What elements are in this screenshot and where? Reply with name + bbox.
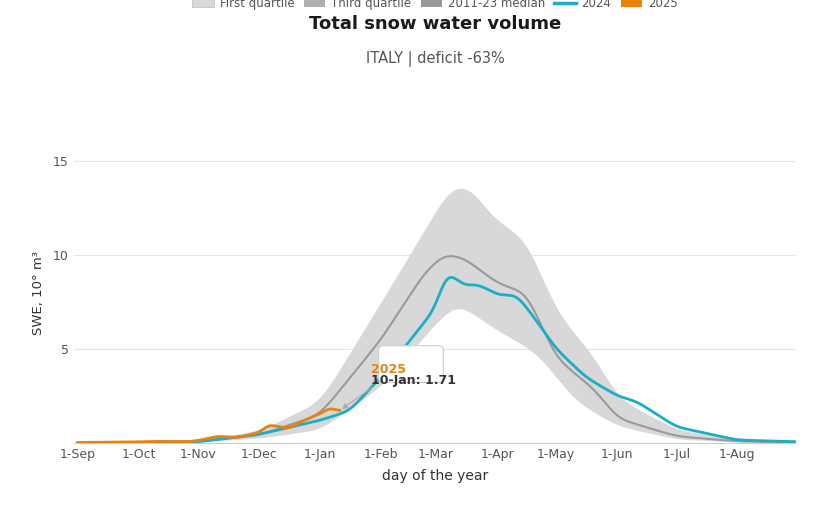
Text: ITALY | deficit -63%: ITALY | deficit -63%	[365, 51, 505, 67]
Text: 10-Jan: 1.71: 10-Jan: 1.71	[371, 374, 456, 387]
Y-axis label: SWE, 10° m³: SWE, 10° m³	[32, 250, 45, 335]
X-axis label: day of the year: day of the year	[382, 469, 488, 483]
Legend: First quartile, Third quartile, 2011-23 median, 2024, 2025: First quartile, Third quartile, 2011-23 …	[188, 0, 682, 15]
Text: 2025: 2025	[371, 362, 406, 376]
Text: Total snow water volume: Total snow water volume	[309, 15, 562, 33]
